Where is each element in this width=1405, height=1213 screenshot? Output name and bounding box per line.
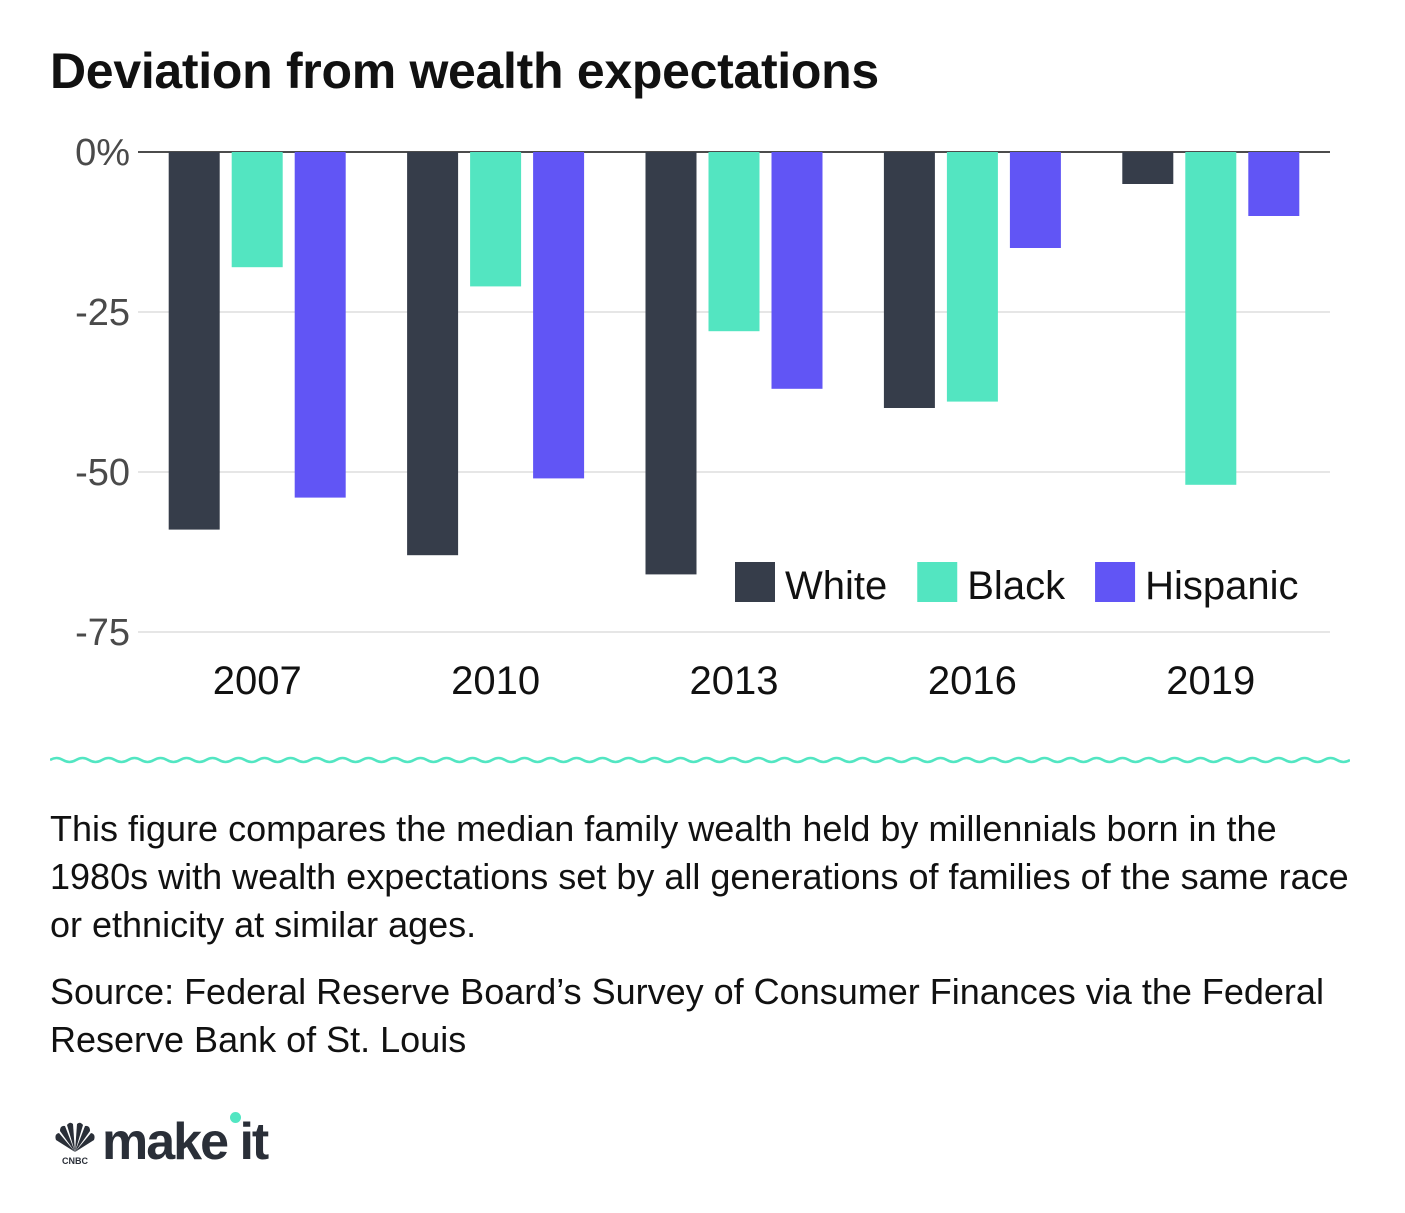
bar-black-2016 [946,152,998,402]
y-tick-label: 0% [75,132,130,174]
make-it-text: make it [102,1113,269,1171]
legend-label-black: Black [967,564,1066,608]
y-tick-label: -25 [75,292,130,334]
bar-hispanic-2013 [771,152,823,389]
bar-hispanic-2007 [294,152,346,498]
chart-title: Deviation from wealth expectations [50,43,879,99]
y-tick-label: -50 [75,452,130,494]
legend-swatch-white [735,562,775,602]
legend-label-white: White [785,564,887,608]
bar-white-2013 [645,152,697,575]
wave-divider [50,756,1350,764]
source-note: Source: Federal Reserve Board’s Survey o… [50,971,1324,1060]
x-tick-label: 2010 [451,659,540,703]
bar-black-2019 [1185,152,1237,485]
legend-label-hispanic: Hispanic [1145,564,1298,608]
bar-white-2007 [168,152,220,530]
cnbc-make-it-logo: CNBC make it [52,1108,269,1171]
bar-black-2010 [470,152,522,287]
make-it-dot [230,1112,242,1123]
x-tick-label: 2007 [213,659,302,703]
bar-hispanic-2010 [533,152,585,479]
figure-description: This figure compares the median family w… [50,808,1349,945]
cnbc-peacock-icon: CNBC [52,1116,98,1168]
x-tick-label: 2019 [1166,659,1255,703]
bar-chart: 0% -25 -50 -75 2007 2010 2013 2016 2019 White Blac… [75,132,1330,703]
bar-white-2019 [1122,152,1174,184]
x-tick-label: 2016 [928,659,1017,703]
legend-swatch-black [917,562,958,602]
bar-hispanic-2016 [1009,152,1061,248]
bar-black-2007 [231,152,283,268]
y-tick-label: -75 [75,612,130,654]
x-tick-label: 2013 [690,659,779,703]
bar-white-2010 [407,152,459,556]
bar-hispanic-2019 [1248,152,1300,216]
cnbc-wordmark: CNBC [62,1156,88,1166]
legend-swatch-hispanic [1095,562,1136,602]
bar-white-2016 [883,152,935,408]
bar-black-2013 [708,152,760,332]
make-it-wordmark: make it [102,1112,269,1171]
